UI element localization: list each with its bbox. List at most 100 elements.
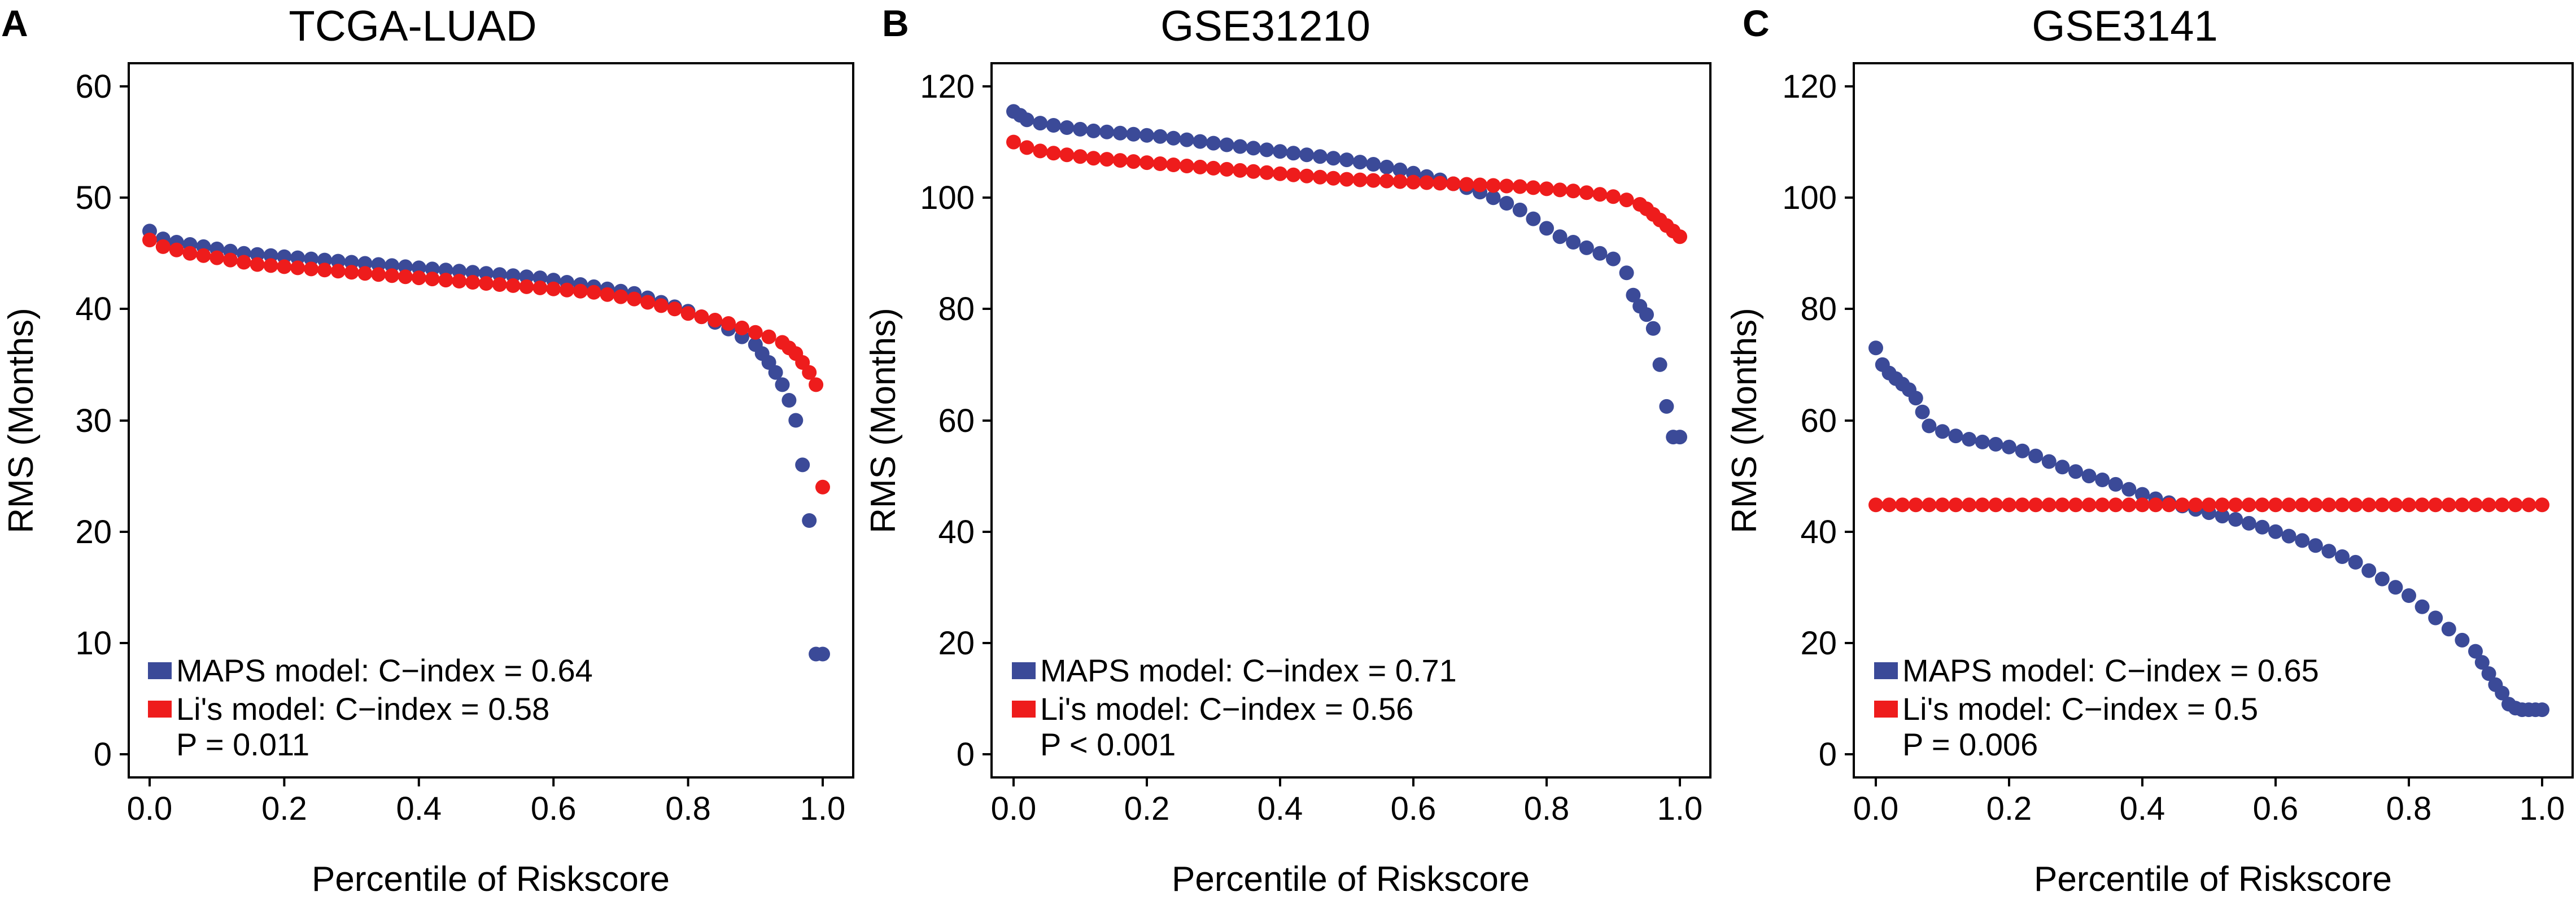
panel-b-li-point [1379,173,1394,189]
panel-b-li-point [1233,163,1248,178]
panel-a-li-point [169,242,184,257]
panel-a-legend-swatch-maps [148,662,172,679]
panel-b-maps-point [1619,265,1634,281]
panel-c-maps-point [2388,580,2403,595]
panel-b-maps-point [1552,229,1568,244]
panel-b-li-point [1286,167,1301,182]
panel-b-y-tick-label: 60 [938,403,975,439]
panel-b-li-point [1406,174,1421,190]
panel-c-li-point [2175,497,2190,513]
panel-b-legend-label-maps: MAPS model: C−index = 0.71 [1040,653,1457,688]
panel-c-x-tick-label: 0.8 [2386,790,2432,827]
panel-b-li-point [1606,189,1621,204]
panel-c-legend-swatch-li [1874,701,1898,718]
panel-c-li-point [2162,497,2177,513]
panel-c-title: GSE3141 [2032,2,2218,50]
panel-c-li-point [2308,497,2323,513]
panel-b-li-point [1566,183,1581,199]
panel-a-y-tick-label: 0 [94,736,112,773]
panel-b-li-point [1459,177,1474,192]
panel-a-li-point [155,239,171,254]
panel-c-li-point [1922,497,1937,513]
panel-a-title: TCGA-LUAD [289,2,536,50]
panel-a-maps-point [795,457,810,473]
panel-b-series-li [1006,134,1687,244]
panel-a-li-point [438,273,453,288]
panel-b-maps-point [1233,139,1248,154]
panel-a-li-point [317,263,332,278]
panel-a-x-tick-label: 0.2 [261,790,307,827]
panel-b-li-point [1592,187,1608,202]
panel-b-maps-point [1139,128,1154,143]
panel-b-li-point [1246,164,1261,179]
panel-a-y-tick-label: 20 [75,514,112,550]
panel-a-maps-point [492,267,507,282]
panel-c-li-point [2481,497,2496,513]
panel-c-maps-point [2241,515,2256,531]
panel-a-li-point [209,250,225,265]
panel-b-maps-point [1626,287,1641,303]
panel-c-maps-point [1948,429,1963,444]
panel-c-maps-point [2281,528,2296,544]
panel-b-li-point [1366,173,1381,188]
panel-b-title: GSE31210 [1160,2,1370,50]
panel-a-li-point [694,309,709,325]
panel-a-li-point [196,248,211,263]
panel-a-li-point [802,365,817,380]
panel-b-li-point [1033,143,1048,159]
panel-b-li-point [1512,179,1527,194]
panel-a-x-axis: 0.0 0.2 0.4 0.6 0.8 1.0 Percentile of Ri… [127,776,845,899]
panel-c-maps-point [2041,454,2057,469]
panel-a-maps-point [304,251,319,266]
panel-b-li-point [1352,172,1368,187]
panel-c-x-tick-label: 0.2 [1986,790,2032,827]
panel-c-maps-point [2055,460,2070,475]
panel-b-maps-point [1606,251,1621,266]
panel-b-maps-point [1486,190,1501,206]
panel-a-series-li [142,233,830,495]
panel-b-li-point [1112,153,1128,168]
panel-b-maps-point [1219,137,1234,152]
panel-a-x-tick-label: 0.8 [665,790,711,827]
panel-c-y-axis-label: RMS (Months) [1725,308,1764,534]
panel-b-letter: B [882,2,909,44]
panel-a-li-point [411,270,426,286]
panel-b-maps-point [1046,118,1061,133]
panel-b-maps-point [1126,126,1141,142]
panel-a-maps-point [802,513,817,528]
panel-b-li-point [1619,193,1634,208]
panel-c-maps-point [2135,487,2150,502]
panel-b-li-point [1526,180,1541,195]
panel-a-y-tick-label: 50 [75,180,112,216]
panel-c-maps-point [1962,432,1977,447]
panel-a-legend-swatch-li [148,701,172,718]
panel-a-li-point [182,246,198,261]
panel-c-li-point [2068,497,2083,513]
panel-a-li-point [505,278,521,293]
panel-c-letter: C [1743,2,1770,44]
panel-a-li-point [532,280,548,295]
panel-c-li-point [2041,497,2057,513]
panel-a-li-point [263,258,278,273]
panel-b-legend-label-li: Li's model: C−index = 0.56 [1040,691,1413,727]
panel-b-legend-swatch-li [1012,701,1036,718]
panel-c-maps-point [2441,622,2456,637]
panel-b-maps-point [1639,307,1654,322]
panel-b-li-point [1419,175,1434,190]
panel-a-li-point [613,289,628,304]
panel-a-li-point [479,276,494,291]
panel-c-x-tick-label: 0.0 [1853,790,1899,827]
panel-c-li-point [1975,497,1990,513]
panel-a-li-point [250,257,265,272]
panel-b-li-point [1299,168,1315,183]
panel-c-li-point [2374,497,2390,513]
panel-c-maps-point [2335,549,2350,564]
panel-b-maps-point [1579,240,1594,255]
panel-c-li-point [2415,497,2430,513]
panel-c-maps-point [2402,588,2416,603]
panel-c-maps-point [2108,476,2123,492]
panel-c-maps-point [2535,702,2549,718]
panel-c-li-point [2268,497,2283,513]
panel-b-li-point [1392,174,1408,189]
panel-c-li-point [1895,497,1910,513]
